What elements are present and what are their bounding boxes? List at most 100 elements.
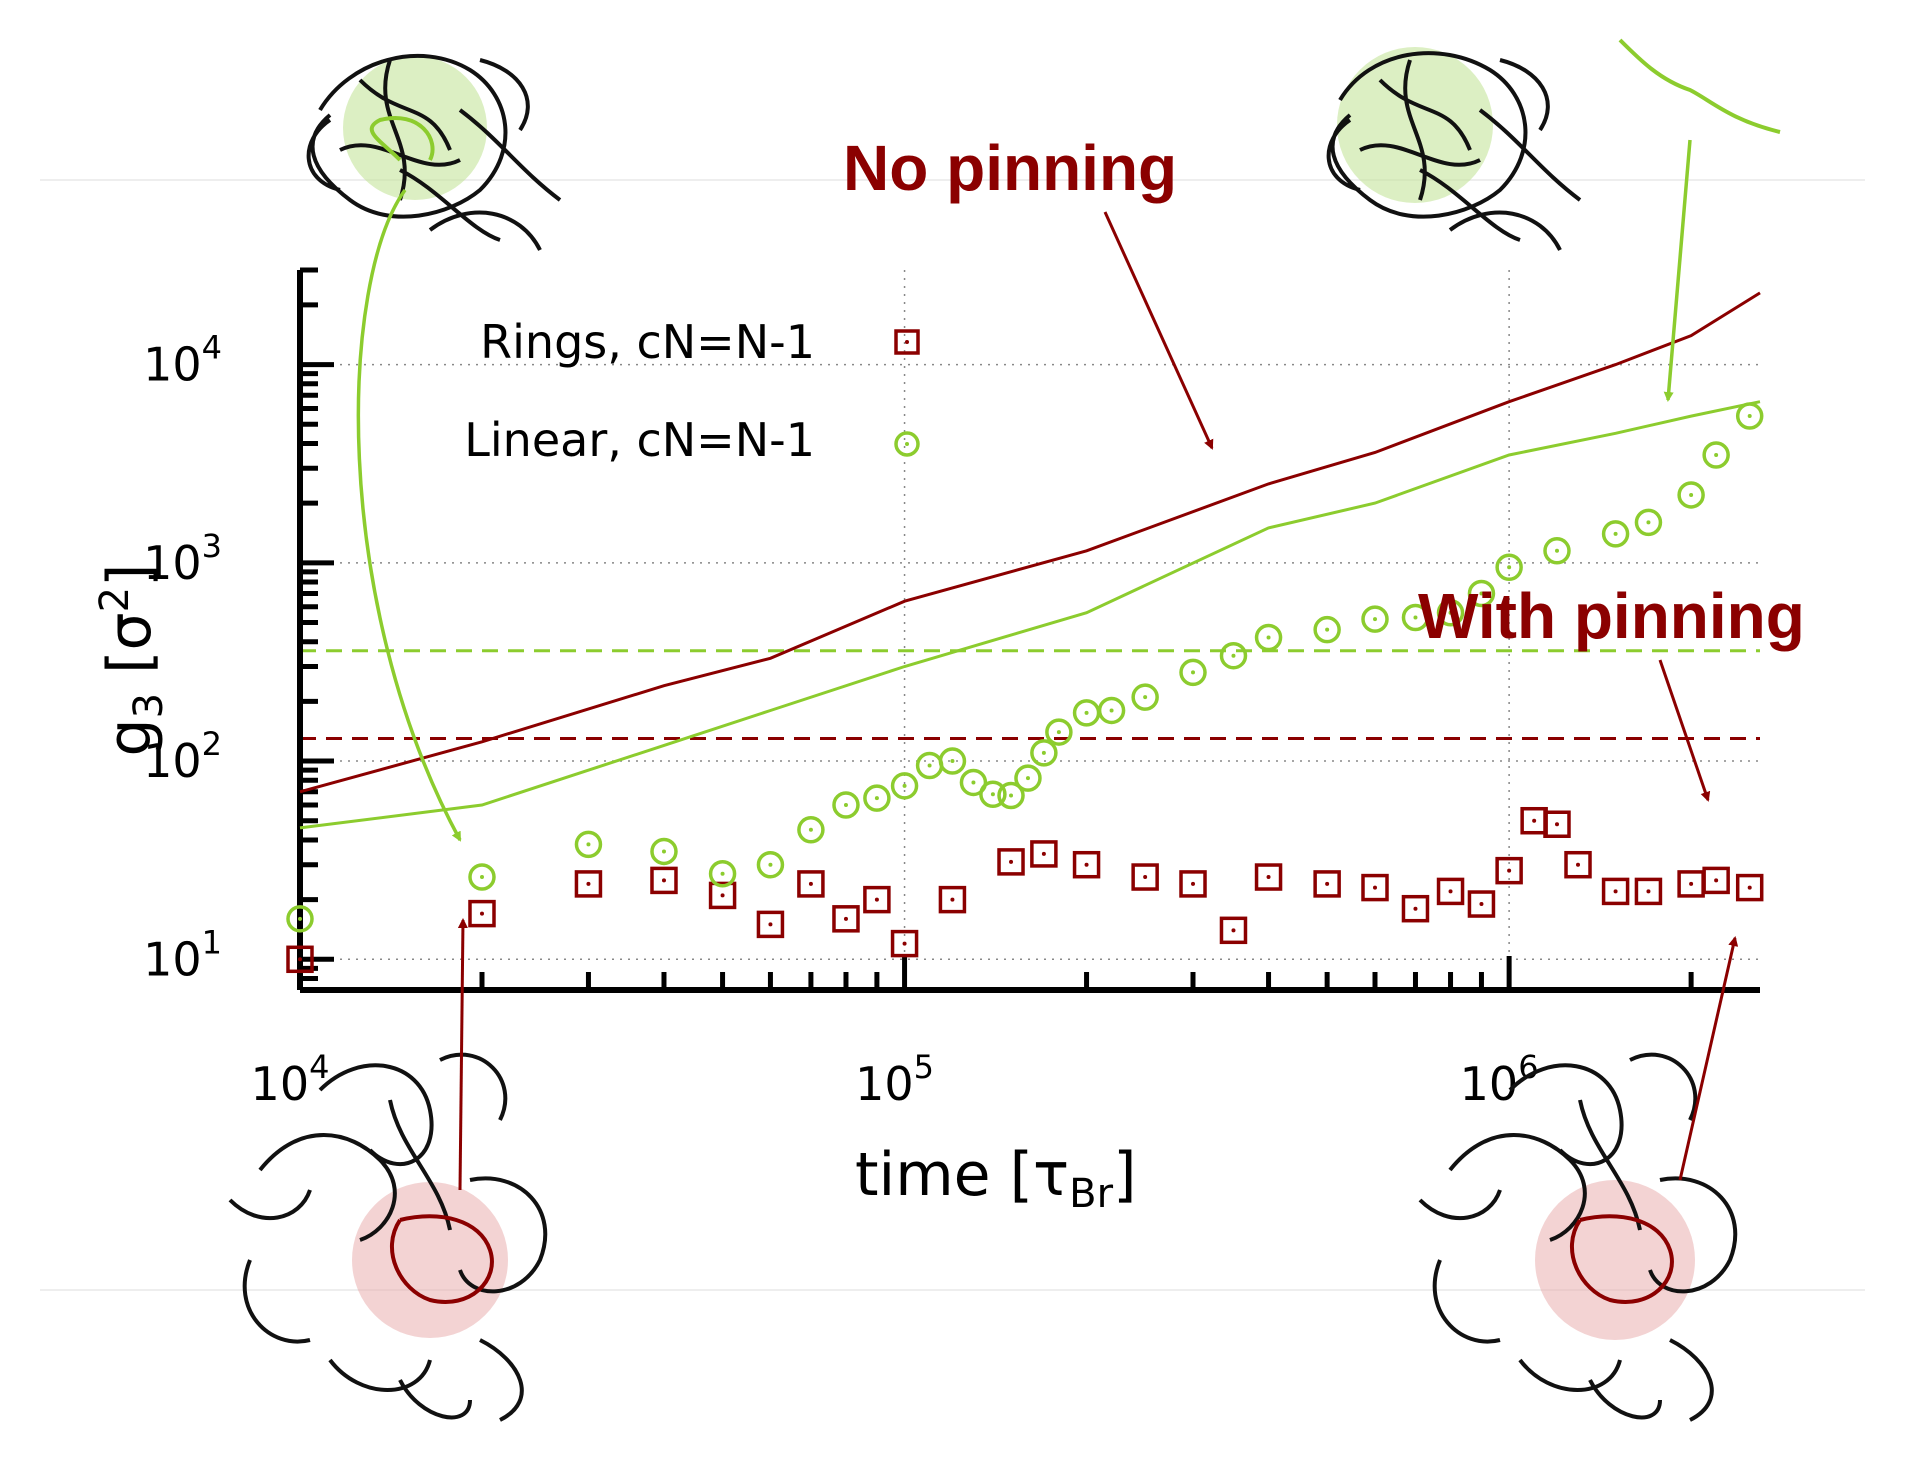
rings-data-point <box>468 899 496 928</box>
linear-data-point-dot <box>1479 591 1484 596</box>
rings-data-point-dot <box>843 916 848 921</box>
linear-data-point-dot <box>1009 793 1014 798</box>
rings-data-point <box>574 870 603 898</box>
linear-data-point <box>863 784 891 812</box>
linear-data-point <box>756 850 785 879</box>
rings-data-point-dot <box>902 941 907 946</box>
y-tick-label: 102 <box>143 725 222 788</box>
arrow-rings-left <box>457 918 468 1191</box>
linear-data-point <box>938 747 967 775</box>
linear-data-point <box>832 791 860 819</box>
linear-data-point-dot <box>1413 615 1418 620</box>
rings-data-point <box>863 885 891 914</box>
rings-data-point-dot <box>768 922 773 927</box>
linear-data-point <box>1401 603 1430 632</box>
legend-marker-rings <box>894 329 920 355</box>
arrow-no-pinning <box>1103 211 1214 450</box>
rings-data-point <box>1072 850 1101 879</box>
rings-data-point <box>1131 863 1159 891</box>
linear-data-point <box>997 781 1025 810</box>
linear-data-point <box>286 905 314 933</box>
linear-data-point-dot <box>1084 710 1089 715</box>
x-axis-title: time [τBr] <box>855 1140 1136 1217</box>
linear-data-point-dot <box>971 780 976 785</box>
linear-data-point-dot <box>927 763 932 768</box>
rings-data-point-dot <box>1413 906 1418 911</box>
legend: Rings, cN=N-1 Linear, cN=N-1 <box>464 315 920 467</box>
linear-data-point-dot <box>1231 653 1236 658</box>
rings-data-point-dot <box>1747 885 1752 890</box>
rings-data-point <box>1254 863 1283 891</box>
linear-data-point-dot <box>1714 452 1719 457</box>
linear-data-point-dot <box>808 827 813 832</box>
linear-data-point <box>708 860 737 888</box>
rings-data-point <box>1495 856 1523 885</box>
linear-data-point <box>1014 764 1042 792</box>
arrow-rings-right <box>1678 936 1739 1181</box>
y-tick-label: 104 <box>143 329 222 392</box>
linear-data-point <box>1467 579 1496 608</box>
rings-data-point <box>1179 870 1207 898</box>
legend-marker-linear <box>894 431 920 457</box>
plot-area: 101 102 103 104 104 105 106 <box>143 267 1764 1111</box>
rings-data-point-dot <box>1009 859 1014 864</box>
cartoon-linear-melt-right <box>1326 38 1781 251</box>
linear-data-point-dot <box>479 875 484 880</box>
rings-data-point-dot <box>874 897 879 902</box>
rings-data-point-dot <box>950 897 955 902</box>
rings-data-point <box>1313 870 1341 898</box>
arrow-linear-right <box>1663 139 1692 402</box>
linear-data-point-dot <box>874 796 879 801</box>
rings-data-point-dot <box>1689 881 1694 886</box>
rings-data-point <box>1735 873 1764 902</box>
linear-data-point-dot <box>1143 695 1148 700</box>
rings-data-point-dot <box>1646 889 1651 894</box>
rings-data-point-dot <box>720 893 725 898</box>
linear-data-point <box>1543 537 1571 565</box>
linear-data-point <box>574 830 603 859</box>
rings-data-point <box>708 881 737 910</box>
y-tick-label: 103 <box>143 527 222 590</box>
rings-data-point <box>1436 877 1465 906</box>
linear-data-point-dot <box>950 759 955 764</box>
rings-data-point <box>938 885 967 914</box>
linear-data-point <box>1495 553 1523 581</box>
arrow-linear-left <box>356 188 462 842</box>
linear-data-point-dot <box>768 862 773 867</box>
linear-data-point-dot <box>1689 492 1694 497</box>
legend-marker-rings-dot <box>905 340 909 344</box>
linear-data-point-dot <box>902 783 907 788</box>
rings-data-point-dot <box>1576 862 1581 867</box>
cartoon-ring-melt-left <box>228 1052 548 1422</box>
rings-data-point <box>1543 810 1571 838</box>
rings-data-point-dot <box>1041 851 1046 856</box>
linear-data-point <box>1179 658 1207 687</box>
series-line-linear <box>299 400 1761 830</box>
linear-data-point <box>1030 739 1058 767</box>
linear-data-point <box>650 837 678 866</box>
rings-data-point-dot <box>1532 818 1537 823</box>
linear-data-point-dot <box>298 916 302 921</box>
arrow-with-pinning <box>1658 659 1711 802</box>
linear-data-point <box>1436 598 1465 627</box>
linear-data-point <box>1254 623 1283 652</box>
linear-data-point-dot <box>843 803 848 808</box>
linear-data-point <box>1735 402 1764 430</box>
linear-data-point <box>1677 481 1705 509</box>
linear-data-point-dot <box>1613 531 1618 536</box>
legend-label-rings: Rings, cN=N-1 <box>480 315 815 369</box>
rings-data-point <box>1564 850 1592 879</box>
rings-data-point-dot <box>298 957 302 962</box>
rings-data-point <box>1702 866 1730 895</box>
linear-data-point <box>468 863 496 891</box>
annotation-no-pinning: No pinning <box>843 132 1177 204</box>
rings-data-point-dot <box>1714 878 1719 883</box>
x-tick-label: 106 <box>1460 1048 1539 1111</box>
legend-marker-linear-dot <box>905 442 909 446</box>
linear-data-point <box>959 768 988 797</box>
rings-data-point-dot <box>1479 902 1484 907</box>
linear-data-point <box>1702 441 1730 469</box>
rings-data-point-dot <box>1143 875 1148 880</box>
linear-data-point-dot <box>1507 565 1512 570</box>
linear-data-point-dot <box>1448 610 1453 615</box>
